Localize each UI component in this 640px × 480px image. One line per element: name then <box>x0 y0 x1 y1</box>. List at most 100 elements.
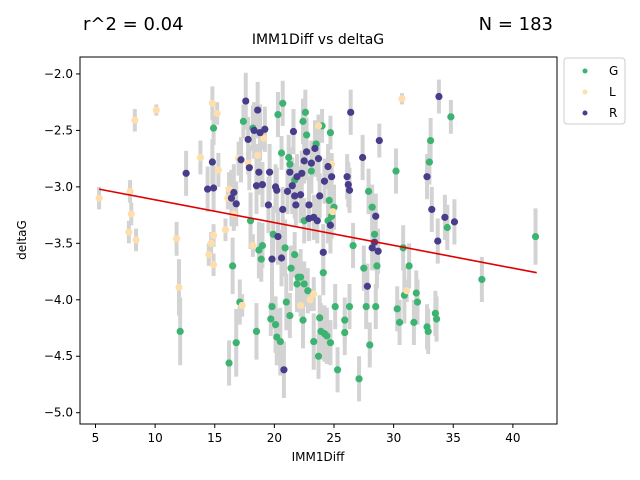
point-r <box>203 185 212 193</box>
point-g <box>372 302 380 311</box>
point-r <box>255 168 263 176</box>
point-r <box>254 106 262 114</box>
x-axis-ticks: 5 10 15 20 25 30 35 40 <box>92 424 521 445</box>
point-r <box>273 186 281 194</box>
point-g <box>301 108 309 116</box>
point-r <box>274 232 282 241</box>
point-r <box>244 135 252 144</box>
point-g <box>360 264 368 272</box>
point-g <box>316 314 324 322</box>
point-r <box>277 254 286 262</box>
point-r <box>298 169 306 177</box>
point-l <box>398 95 406 103</box>
point-g <box>373 262 381 270</box>
point-g <box>478 275 486 284</box>
point-g <box>326 339 335 347</box>
point-l <box>205 251 213 259</box>
legend-marker-r <box>582 110 588 116</box>
point-l <box>329 208 337 216</box>
point-r <box>250 126 258 134</box>
point-l <box>196 153 205 162</box>
point-r <box>320 177 329 185</box>
point-r <box>375 136 383 145</box>
point-r <box>227 194 236 202</box>
point-g <box>258 241 267 250</box>
point-g <box>355 375 363 383</box>
legend-label-l: L <box>609 85 616 99</box>
point-l <box>214 166 222 174</box>
point-l <box>131 116 139 124</box>
point-g <box>252 327 261 336</box>
point-l <box>221 226 230 234</box>
point-g <box>297 273 305 281</box>
point-g <box>362 302 370 311</box>
x-tick-label: 15 <box>207 431 222 445</box>
x-tick-label: 30 <box>386 431 401 445</box>
point-g <box>267 315 275 323</box>
point-g <box>426 136 435 145</box>
point-l <box>249 241 257 250</box>
point-g <box>333 366 342 374</box>
point-g <box>326 129 335 137</box>
legend-label-g: G <box>609 64 618 78</box>
point-g <box>341 328 349 337</box>
point-g <box>395 318 404 326</box>
point-l <box>95 194 103 202</box>
point-r <box>302 148 311 156</box>
point-g <box>349 241 357 250</box>
point-g <box>276 337 284 346</box>
point-r <box>313 217 321 225</box>
point-r <box>297 191 305 199</box>
point-l <box>310 290 318 298</box>
point-l <box>314 122 323 130</box>
legend-marker-l <box>582 89 588 95</box>
point-g <box>209 124 218 132</box>
point-l <box>132 236 140 244</box>
point-g <box>300 280 308 288</box>
point-r <box>344 181 352 189</box>
point-r <box>261 125 269 133</box>
point-g <box>319 269 327 277</box>
data-points <box>95 92 540 383</box>
point-g <box>304 287 312 295</box>
point-g <box>325 196 333 205</box>
point-g <box>176 327 184 336</box>
point-l <box>172 235 181 243</box>
y-tick-label: −4.0 <box>44 293 73 307</box>
point-g <box>232 339 240 347</box>
point-g <box>225 359 233 367</box>
point-g <box>281 244 289 252</box>
point-r <box>280 366 288 374</box>
point-g <box>410 318 418 326</box>
point-r <box>245 164 253 172</box>
point-g <box>307 167 315 175</box>
point-r <box>264 201 273 209</box>
point-g <box>323 332 331 340</box>
point-l <box>260 134 268 142</box>
point-l <box>152 106 160 114</box>
point-l <box>209 231 218 240</box>
point-l <box>175 283 183 291</box>
point-r <box>288 182 296 190</box>
point-g <box>314 352 323 360</box>
point-l <box>238 301 246 310</box>
point-r <box>316 192 324 200</box>
legend: G L R <box>563 57 626 125</box>
point-g <box>432 315 441 323</box>
chart-title: IMM1Diff vs deltaG <box>252 32 384 48</box>
point-r <box>363 282 371 290</box>
x-tick-label: 5 <box>92 431 100 445</box>
point-r <box>182 169 190 177</box>
point-r <box>279 205 287 214</box>
point-l <box>209 261 218 269</box>
y-axis-label: deltaG <box>15 220 29 260</box>
point-r <box>230 188 238 197</box>
point-r <box>347 108 355 116</box>
point-r <box>359 153 367 162</box>
point-g <box>279 99 287 107</box>
point-r <box>326 221 335 229</box>
point-r <box>252 182 261 190</box>
point-r <box>314 155 323 163</box>
error-bars <box>97 72 538 402</box>
point-r <box>305 201 313 209</box>
